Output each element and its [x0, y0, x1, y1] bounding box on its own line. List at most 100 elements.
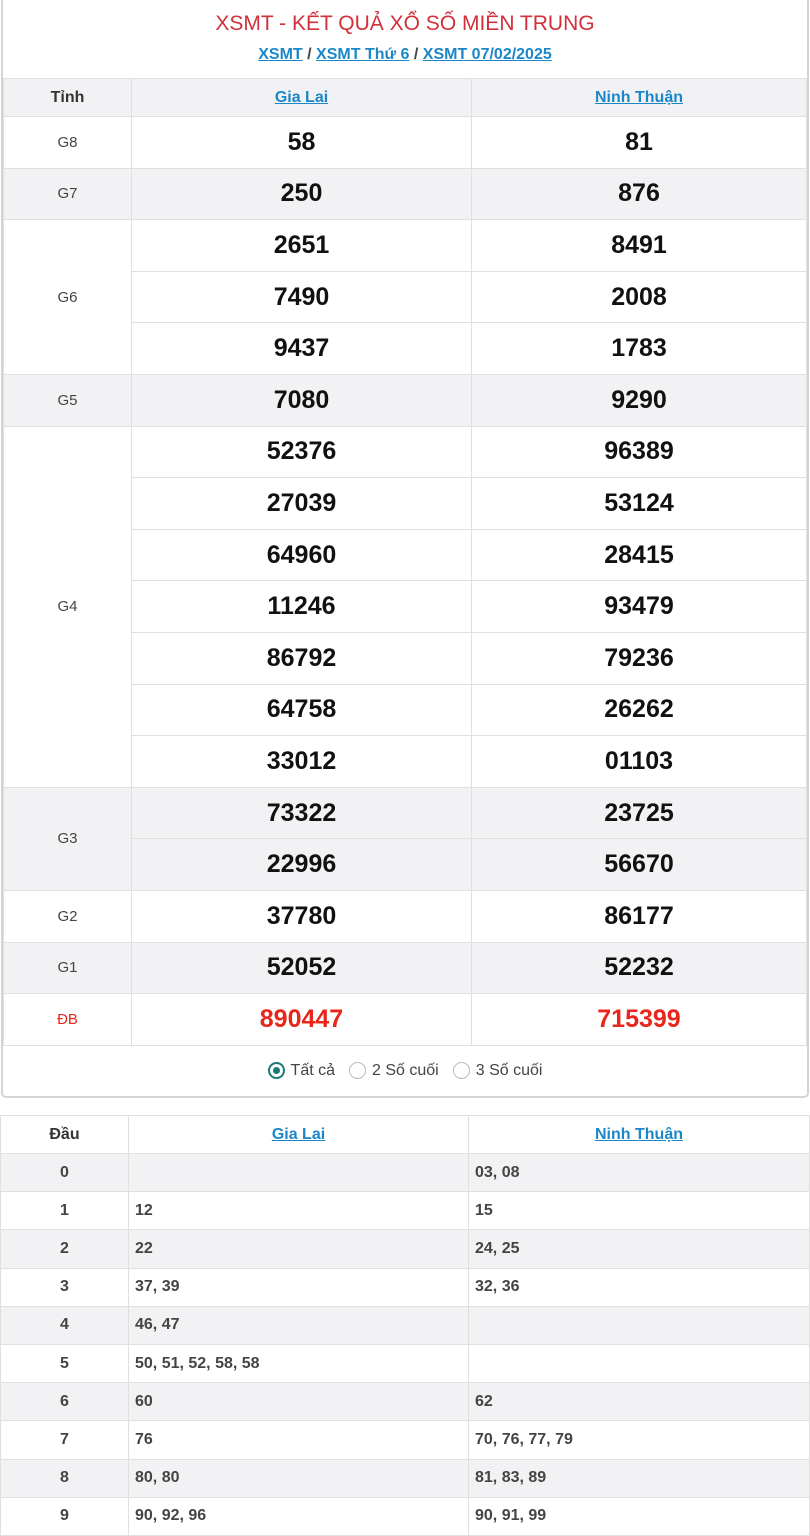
- prize-label: G4: [3, 425, 132, 788]
- loto-row: 8 80, 80 81, 83, 89: [0, 1458, 810, 1498]
- prize-number: 52052: [131, 941, 472, 995]
- prize-row-g2: G2 37780 86177: [3, 889, 807, 943]
- radio-icon[interactable]: [349, 1062, 367, 1080]
- prize-label: G3: [3, 786, 132, 891]
- filter-radio-0[interactable]: Tất cả: [267, 1061, 336, 1080]
- province-column-header: Tỉnh: [3, 78, 132, 117]
- loto-row: 9 90, 92, 96 90, 91, 99: [0, 1496, 810, 1536]
- loto-row: 4 46, 47: [0, 1305, 810, 1345]
- head-digit: 1: [0, 1191, 129, 1231]
- radio-icon[interactable]: [452, 1062, 470, 1080]
- prize-row-g4: 64758 26262: [4, 683, 807, 737]
- prize-row-g6: 7490 2008: [4, 270, 807, 324]
- prize-number: 9437: [131, 322, 472, 375]
- loto-numbers: 60: [128, 1382, 469, 1422]
- prize-row-g8: G8 58 81: [3, 116, 807, 169]
- prize-number: 64960: [131, 528, 472, 582]
- loto-row: 6 60 62: [0, 1382, 810, 1422]
- head-digit: 7: [0, 1420, 129, 1460]
- prize-label: G2: [3, 889, 132, 943]
- prize-number: 86177: [471, 889, 807, 943]
- loto-numbers: 32, 36: [468, 1267, 810, 1307]
- prize-number: 27039: [131, 477, 472, 530]
- loto-row: 3 37, 39 32, 36: [0, 1267, 810, 1307]
- breadcrumb-xsmt-date[interactable]: XSMT 07/02/2025: [422, 46, 552, 63]
- filter-radio-1[interactable]: 2 Số cuối: [349, 1062, 439, 1080]
- loto-numbers: 46, 47: [128, 1305, 469, 1345]
- filter-radio-label: 2 Số cuối: [372, 1061, 439, 1079]
- prize-label: G7: [3, 167, 132, 221]
- prize-number: 96389: [471, 425, 807, 479]
- prize-number: 93479: [471, 580, 807, 633]
- prize-number: 2008: [471, 270, 807, 324]
- loto-numbers: 80, 80: [128, 1458, 469, 1498]
- loto-row: 1 12 15: [0, 1191, 810, 1231]
- head-digit: 9: [0, 1496, 129, 1536]
- loto-numbers: 90, 92, 96: [128, 1496, 469, 1536]
- prize-number: 52376: [131, 425, 472, 479]
- head-digit: 6: [0, 1382, 129, 1422]
- prize-row-g3: G3 73322 23725: [3, 786, 807, 891]
- prize-number: 81: [471, 116, 807, 169]
- loto-numbers: 81, 83, 89: [468, 1458, 810, 1498]
- province-link-gia-lai[interactable]: Gia Lai: [274, 88, 329, 106]
- prize-number: 01103: [471, 735, 807, 788]
- breadcrumb-xsmt[interactable]: XSMT: [258, 46, 303, 63]
- filter-radio-label: 3 Số cuối: [475, 1061, 543, 1079]
- loto-row: 5 50, 51, 52, 58, 58: [0, 1343, 810, 1384]
- loto-numbers: [468, 1305, 810, 1345]
- loto-numbers: 22: [128, 1229, 469, 1269]
- prize-number: 26262: [471, 683, 807, 737]
- prize-row-g4: G4 52376 96389: [3, 425, 807, 788]
- loto-link-gia-lai[interactable]: Gia Lai: [271, 1125, 326, 1143]
- results-table: Tỉnh Gia Lai Ninh Thuận G8 58 81 G7 250 876 G6…: [3, 78, 807, 1046]
- prize-number: 7490: [131, 270, 472, 324]
- breadcrumb-xsmt-thu6[interactable]: XSMT Thứ 6: [316, 46, 410, 63]
- prize-number: 79236: [471, 631, 807, 685]
- breadcrumb: XSMT / XSMT Thứ 6 / XSMT 07/02/2025: [3, 46, 807, 78]
- prize-number: 9290: [471, 373, 807, 427]
- loto-link-ninh-thuan[interactable]: Ninh Thuận: [595, 1125, 683, 1143]
- head-digit: 5: [0, 1343, 129, 1384]
- head-digit: 3: [0, 1267, 129, 1307]
- prize-number: 7080: [131, 373, 472, 427]
- province-link-ninh-thuan[interactable]: Ninh Thuận: [595, 88, 683, 106]
- prize-row-g1: G1 52052 52232: [3, 941, 807, 995]
- radio-icon[interactable]: [267, 1062, 285, 1080]
- prize-number: 52232: [471, 941, 807, 995]
- prize-number: 37780: [131, 889, 472, 943]
- prize-label: G5: [3, 373, 132, 427]
- loto-numbers: 03, 08: [468, 1152, 810, 1193]
- loto-numbers: 37, 39: [128, 1267, 469, 1307]
- filter-radio-2[interactable]: 3 Số cuối: [452, 1061, 543, 1080]
- head-digit: 2: [0, 1229, 129, 1269]
- digit-filter: Tất cả 2 Số cuối 3 Số cuối: [3, 1046, 807, 1096]
- prize-number: 28415: [471, 528, 807, 582]
- loto-numbers: [468, 1343, 810, 1384]
- prize-label: ĐB: [3, 993, 132, 1046]
- filter-radio-label: Tất cả: [290, 1061, 336, 1079]
- prize-number: 64758: [131, 683, 472, 737]
- prize-row-g4: 11246 93479: [4, 580, 807, 633]
- prize-number: 1783: [471, 322, 807, 375]
- loto-numbers: 24, 25: [468, 1229, 810, 1269]
- prize-number: 8491: [471, 219, 807, 272]
- prize-number: 250: [131, 167, 472, 221]
- prize-row-g7: G7 250 876: [3, 167, 807, 221]
- loto-numbers: [128, 1152, 469, 1193]
- head-column-header: Đầu: [0, 1115, 129, 1154]
- loto-numbers: 12: [128, 1191, 469, 1231]
- head-digit: 0: [0, 1152, 129, 1193]
- prize-number: 22996: [131, 838, 472, 891]
- loto-numbers: 76: [128, 1420, 469, 1460]
- loto-head-table: Đầu Gia Lai Ninh Thuận 0 03, 08 1 12 15 2 22 24…: [0, 1115, 810, 1536]
- prize-number: 2651: [131, 219, 472, 272]
- prize-number: 53124: [471, 477, 807, 530]
- prize-number: 58: [131, 116, 472, 169]
- head-digit: 8: [0, 1458, 129, 1498]
- loto-row: 2 22 24, 25: [0, 1229, 810, 1269]
- prize-number: 876: [471, 167, 807, 221]
- loto-numbers: 15: [468, 1191, 810, 1231]
- prize-label: G8: [3, 116, 132, 169]
- breadcrumb-separator: /: [307, 46, 312, 63]
